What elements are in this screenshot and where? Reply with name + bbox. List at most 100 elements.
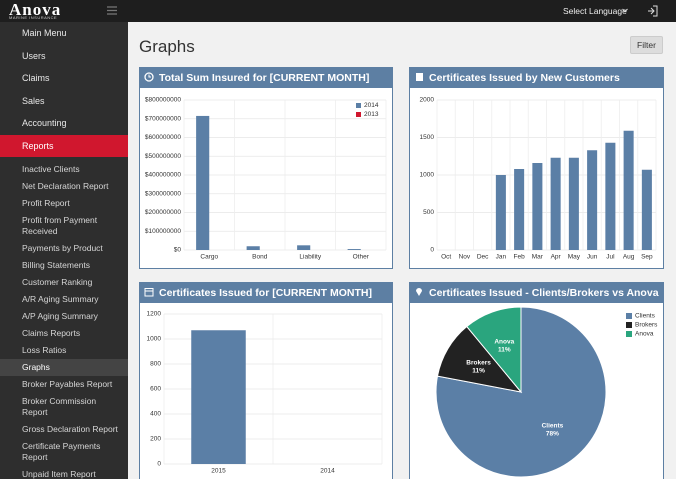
y-tick-label: 1200 xyxy=(147,311,162,318)
menu-toggle[interactable] xyxy=(107,6,117,15)
clock-icon xyxy=(145,140,155,150)
menu-item[interactable]: Claims xyxy=(22,73,50,83)
submenu-item[interactable]: Certificate Payments Report xyxy=(0,438,128,466)
logo-sub: MARINE INSURANCE xyxy=(9,15,58,20)
submenu-item[interactable]: Payments by Product xyxy=(0,240,128,257)
bar xyxy=(514,169,525,250)
logo[interactable]: Anova xyxy=(9,0,62,19)
x-tick-label: May xyxy=(568,254,581,261)
legend-swatch xyxy=(626,322,632,328)
y-tick-label: $200000000 xyxy=(145,209,182,216)
y-tick-label: $100000000 xyxy=(145,228,182,235)
chart-panel: Certificates Issued for [CURRENT MONTH] … xyxy=(139,282,393,479)
submenu-item[interactable]: Gross Declaration Report xyxy=(0,421,128,438)
menu-item[interactable]: Users xyxy=(22,50,46,61)
bar xyxy=(605,142,616,250)
logout-icon[interactable] xyxy=(647,5,658,17)
submenu-item[interactable]: Unpaid Item Report xyxy=(0,466,128,479)
submenu-item[interactable]: Inactive Clients xyxy=(0,161,128,178)
language-select[interactable]: Select Language xyxy=(563,6,627,16)
bar xyxy=(532,163,543,250)
pin-icon xyxy=(416,288,422,296)
legend-swatch xyxy=(626,313,632,319)
submenu-item[interactable]: Customer Ranking xyxy=(0,274,128,291)
submenu-item[interactable]: Loss Ratios xyxy=(0,342,128,359)
legend-label: Anova xyxy=(635,331,654,338)
y-tick-label: $0 xyxy=(174,247,182,254)
bar xyxy=(191,330,246,464)
chart: $0 $100000000 $200000000 $300000000 $4000000… xyxy=(145,97,387,261)
submenu: Inactive Clients Net Declaration Report Pr… xyxy=(0,157,128,479)
x-tick-label: Bond xyxy=(252,254,268,261)
y-tick-label: $600000000 xyxy=(145,134,182,141)
slice-value: 11% xyxy=(472,368,485,375)
clock-icon xyxy=(144,72,154,82)
chart: Clients78%Brokers11%Anova11%ClientsBroke… xyxy=(435,306,658,478)
legend-label: Brokers xyxy=(635,322,658,329)
submenu-item[interactable]: Claims Reports xyxy=(0,325,128,342)
calendar-icon xyxy=(144,288,154,297)
x-tick-label: Jun xyxy=(587,254,598,261)
submenu-item[interactable]: Profit from Payment Received xyxy=(0,212,128,240)
pie-slice xyxy=(435,306,607,478)
submenu-item[interactable]: A/R Aging Summary xyxy=(0,291,128,308)
submenu-item[interactable]: Broker Commission Report xyxy=(0,393,128,421)
bar xyxy=(246,246,260,250)
y-tick-label: 200 xyxy=(150,436,161,443)
bar xyxy=(297,245,311,250)
x-tick-label: Cargo xyxy=(200,254,218,261)
x-tick-label: 2015 xyxy=(211,468,226,475)
filter-button[interactable]: Filter xyxy=(630,36,663,54)
legend-swatch xyxy=(356,103,361,108)
menu-item[interactable]: Accounting xyxy=(22,118,67,128)
chart: 0 500 1000 1500 2000 Oct Nov Dec Jan Feb Mar Apr May… xyxy=(420,97,657,261)
sidebar: Main Menu Users Claims Sales Accounting … xyxy=(0,22,128,479)
y-tick-label: 1500 xyxy=(420,134,435,141)
y-tick-label: 1000 xyxy=(147,336,162,343)
panel-title: Total Sum Insured for [CURRENT MONTH] xyxy=(140,68,392,88)
x-tick-label: 2014 xyxy=(320,468,335,475)
book-icon xyxy=(416,73,423,81)
submenu-item[interactable]: Profit Report xyxy=(0,195,128,212)
submenu-item[interactable]: Graphs xyxy=(0,359,128,376)
legend-label: 2014 xyxy=(364,102,379,109)
y-tick-label: 1000 xyxy=(420,172,435,179)
y-tick-label: $800000000 xyxy=(145,97,182,104)
y-tick-label: $300000000 xyxy=(145,190,182,197)
y-tick-label: $400000000 xyxy=(145,172,182,179)
panel-title: Certificates Issued by New Customers xyxy=(410,68,663,88)
x-tick-label: Liability xyxy=(299,254,321,261)
submenu-item[interactable]: Billing Statements xyxy=(0,257,128,274)
bar xyxy=(641,169,652,250)
menu-item[interactable]: Reports xyxy=(0,134,128,157)
y-tick-label: 0 xyxy=(157,461,161,468)
legend-swatch xyxy=(626,331,632,337)
submenu-item[interactable]: Broker Payables Report xyxy=(0,376,128,393)
menu-item[interactable]: Main Menu xyxy=(22,28,67,38)
y-tick-label: $500000000 xyxy=(145,153,182,160)
x-tick-label: Sep xyxy=(641,254,653,261)
y-tick-label: 500 xyxy=(423,209,434,216)
chart: 0 200 400 600 800 1000 1200 2015 2014 xyxy=(147,311,383,475)
slice-label: Clients xyxy=(542,423,564,430)
x-tick-label: Apr xyxy=(551,254,562,261)
x-tick-label: Nov xyxy=(459,254,471,261)
bar xyxy=(568,157,579,250)
caret xyxy=(622,8,628,13)
submenu-item[interactable]: A/P Aging Summary xyxy=(0,308,128,325)
panel-title: Certificates Issued - Clients/Brokers vs… xyxy=(410,283,663,303)
submenu-item[interactable]: Net Declaration Report xyxy=(0,178,128,195)
x-tick-label: Jan xyxy=(496,254,507,261)
x-tick-label: Oct xyxy=(441,254,451,261)
legend-swatch xyxy=(356,112,361,117)
x-tick-label: Mar xyxy=(532,254,544,261)
y-tick-label: 0 xyxy=(430,247,434,254)
slice-value: 11% xyxy=(498,346,511,353)
menu-item[interactable]: Sales xyxy=(22,95,45,106)
legend-label: Clients xyxy=(635,313,656,320)
x-tick-label: Dec xyxy=(477,254,489,261)
x-tick-label: Jul xyxy=(606,254,615,261)
slice-label: Anova xyxy=(494,338,514,345)
bar xyxy=(495,175,506,250)
